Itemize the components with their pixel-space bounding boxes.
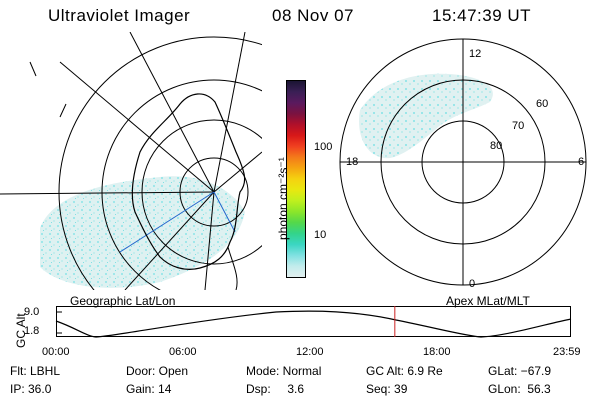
instrument-title: Ultraviolet Imager <box>48 6 191 25</box>
geographic-map <box>0 32 262 290</box>
status-mode: Mode: Normal <box>246 364 322 378</box>
color-scale-bar <box>286 80 306 278</box>
time-tick-1800: 18:00 <box>423 346 451 358</box>
polar-plot <box>339 38 587 286</box>
mlt-label-12: 12 <box>469 48 482 60</box>
mlat-label-70: 70 <box>512 120 525 132</box>
polar-emission-region <box>359 73 493 159</box>
status-ip: IP: 36.0 <box>10 382 52 396</box>
status-seq: Seq: 39 <box>366 382 408 396</box>
time-tick-1200: 12:00 <box>296 346 324 358</box>
status-gain: Gain: 14 <box>126 382 172 396</box>
geographic-caption: Geographic Lat/Lon <box>70 294 176 308</box>
colorbar-tick-10: 10 <box>314 229 327 241</box>
time-tick-0600: 06:00 <box>169 346 197 358</box>
continent-outline <box>131 93 246 270</box>
status-dsp: Dsp: 3.6 <box>246 382 305 396</box>
altitude-plot <box>55 306 572 338</box>
time-tick-2359: 23:59 <box>553 346 581 358</box>
status-glat: GLat: −67.9 <box>488 364 552 378</box>
mlat-label-60: 60 <box>536 98 549 110</box>
altitude-curve <box>55 310 572 338</box>
mlt-label-18: 18 <box>346 156 359 168</box>
status-filter: Flt: LBHL <box>10 364 61 378</box>
date-label: 08 Nov 07 <box>272 6 354 25</box>
altitude-ytick-low: 1.8 <box>24 325 40 337</box>
status-gc-alt: GC Alt: 6.9 Re <box>366 364 443 378</box>
status-door: Door: Open <box>126 364 189 378</box>
mlat-label-80: 80 <box>490 140 503 152</box>
colorbar-unit-label: photon cm⁻²s⁻¹ <box>276 157 290 240</box>
status-glon: GLon: 56.3 <box>488 382 551 396</box>
time-tick-0000: 00:00 <box>42 346 70 358</box>
mlt-label-0: 0 <box>469 278 476 290</box>
colorbar-tick-100: 100 <box>314 141 333 153</box>
emission-region <box>40 176 245 288</box>
time-label: 15:47:39 UT <box>432 6 532 25</box>
apex-caption: Apex MLat/MLT <box>446 294 530 308</box>
altitude-ytick-high: 9.0 <box>24 306 40 318</box>
mlt-label-6: 6 <box>578 156 585 168</box>
